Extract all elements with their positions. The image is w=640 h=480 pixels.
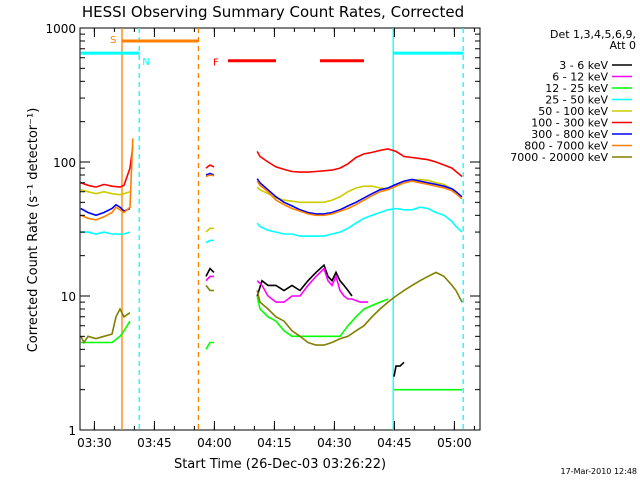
- series-4-segment-2: [256, 178, 463, 204]
- flag-label-n: N: [142, 57, 149, 68]
- legend-header-1: Att 0: [610, 39, 636, 52]
- chart-title: HESSI Observing Summary Count Rates, Cor…: [82, 3, 464, 21]
- series-0-segment-2: [205, 267, 215, 277]
- legend-label-0: 3 - 6 keV: [559, 59, 608, 72]
- attenuator-flag-bars: N S F: [80, 35, 464, 69]
- x-axis-label: Start Time (26-Dec-03 03:26:22): [174, 457, 386, 472]
- x-tick-label-5: 04:45: [377, 436, 412, 450]
- series-3-segment-2: [256, 206, 463, 237]
- series-4-segment-0: [80, 189, 131, 196]
- series-7-segment-1: [205, 174, 215, 178]
- series-3-segment-0: [80, 231, 131, 235]
- series-lines: [80, 138, 463, 391]
- plot-frame: [79, 27, 481, 431]
- legend-label-8: 7000 - 20000 keV: [510, 151, 608, 164]
- x-tick-label-4: 04:30: [317, 436, 352, 450]
- x-tick-label-6: 05:00: [437, 436, 472, 450]
- y-tick-label-3: 1000: [45, 22, 76, 36]
- legend-label-6: 300 - 800 keV: [531, 128, 608, 141]
- y-axis: 1 10 100 1000: [45, 22, 480, 438]
- x-axis: 03:30 03:45 04:00 04:15 04:30 04:45 05:00: [77, 28, 475, 450]
- series-5-segment-1: [205, 164, 215, 169]
- legend-label-1: 6 - 12 keV: [552, 71, 608, 84]
- series-8-segment-1: [205, 284, 214, 292]
- series-1-segment-1: [256, 267, 368, 303]
- legend-label-2: 12 - 25 keV: [545, 82, 608, 95]
- series-6-segment-1: [205, 172, 215, 176]
- x-tick-label-0: 03:30: [77, 436, 112, 450]
- y-tick-label-2: 100: [53, 156, 76, 170]
- x-tick-label-3: 04:15: [257, 436, 292, 450]
- series-5-segment-2: [256, 148, 463, 178]
- series-7-segment-0: [80, 138, 134, 221]
- series-6-segment-0: [80, 203, 131, 217]
- series-7-segment-2: [256, 180, 463, 217]
- flag-label-f: F: [213, 58, 219, 69]
- flag-label-s: S: [110, 35, 116, 46]
- legend-header-0: Det 1,3,4,5,6,9,: [550, 28, 636, 41]
- series-3-segment-1: [205, 239, 214, 244]
- series-5-segment-0: [80, 146, 134, 188]
- series-0-segment-1: [393, 361, 405, 377]
- legend-label-7: 800 - 7000 keV: [524, 140, 608, 153]
- series-2-segment-2: [256, 295, 389, 338]
- vertical-markers: [121, 28, 464, 430]
- x-tick-label-2: 04:00: [197, 436, 232, 450]
- timestamp: 17-Mar-2010 12:48: [561, 467, 638, 476]
- legend-label-3: 25 - 50 keV: [545, 94, 608, 107]
- x-tick-label-1: 03:45: [137, 436, 172, 450]
- y-axis-label: Corrected Count Rate (s⁻¹ detector⁻¹): [26, 108, 41, 353]
- legend-label-4: 50 - 100 keV: [538, 105, 608, 118]
- series-2-segment-0: [80, 320, 131, 344]
- series-8-segment-2: [256, 271, 463, 346]
- y-tick-label-1: 10: [61, 290, 76, 304]
- series-4-segment-1: [205, 227, 214, 233]
- legend-label-5: 100 - 300 keV: [531, 117, 608, 130]
- series-0-segment-0: [256, 263, 353, 297]
- y-tick-label-0: 1: [68, 424, 76, 438]
- series-8-segment-0: [80, 307, 131, 345]
- series-1-segment-0: [205, 275, 214, 282]
- series-2-segment-1: [205, 341, 214, 350]
- series-6-segment-2: [256, 178, 463, 215]
